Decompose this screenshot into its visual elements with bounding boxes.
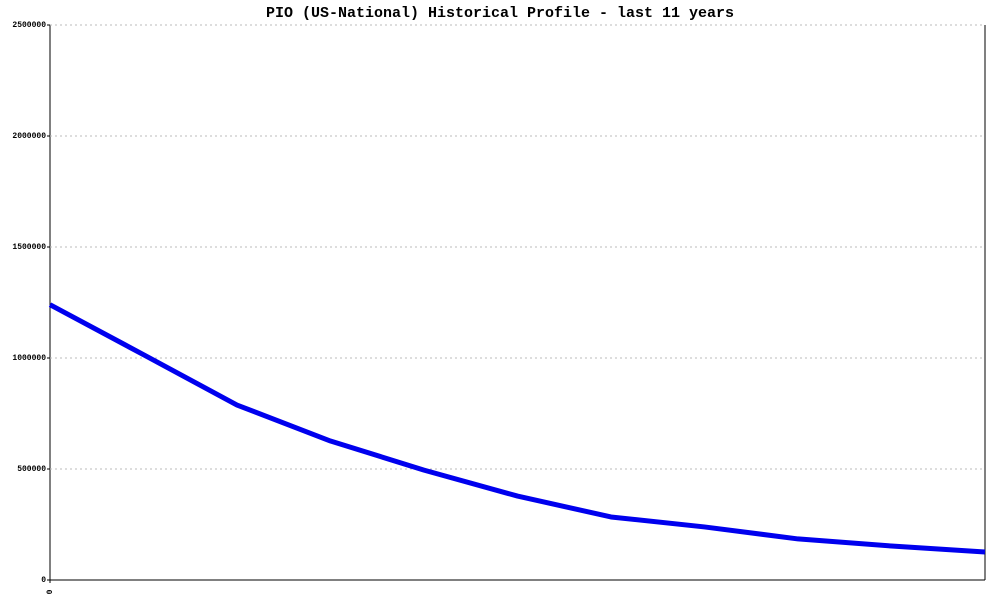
chart-title: PIO (US-National) Historical Profile - l… xyxy=(266,5,734,22)
y-tick-label: 1500000 xyxy=(12,243,46,252)
y-tick-label: 0 xyxy=(41,576,46,585)
x-tick-label: 0 xyxy=(46,589,55,594)
y-tick-label: 2000000 xyxy=(12,132,46,141)
data-line xyxy=(48,302,986,555)
y-tick-label: 1000000 xyxy=(12,354,46,363)
y-tick-label: 500000 xyxy=(17,465,46,474)
y-tick-label: 2500000 xyxy=(12,21,46,30)
